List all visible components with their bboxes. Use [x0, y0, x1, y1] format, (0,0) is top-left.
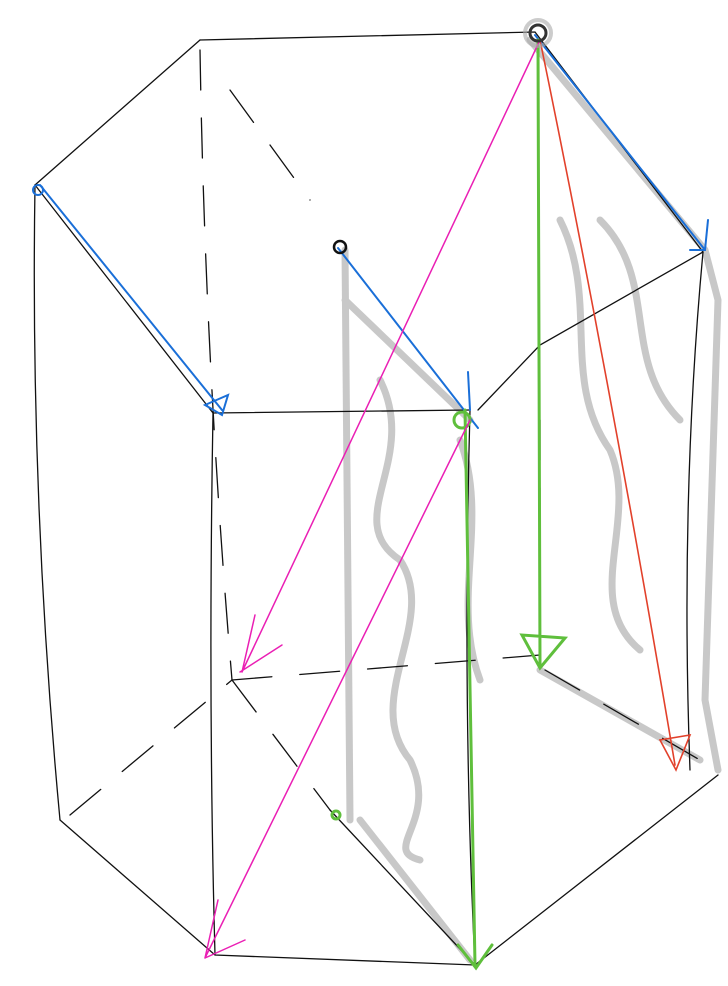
shading [341, 36, 722, 964]
prism-edges [33, 31, 719, 966]
vectors [32, 34, 709, 971]
points [332, 18, 553, 255]
hidden-edges [69, 49, 701, 816]
